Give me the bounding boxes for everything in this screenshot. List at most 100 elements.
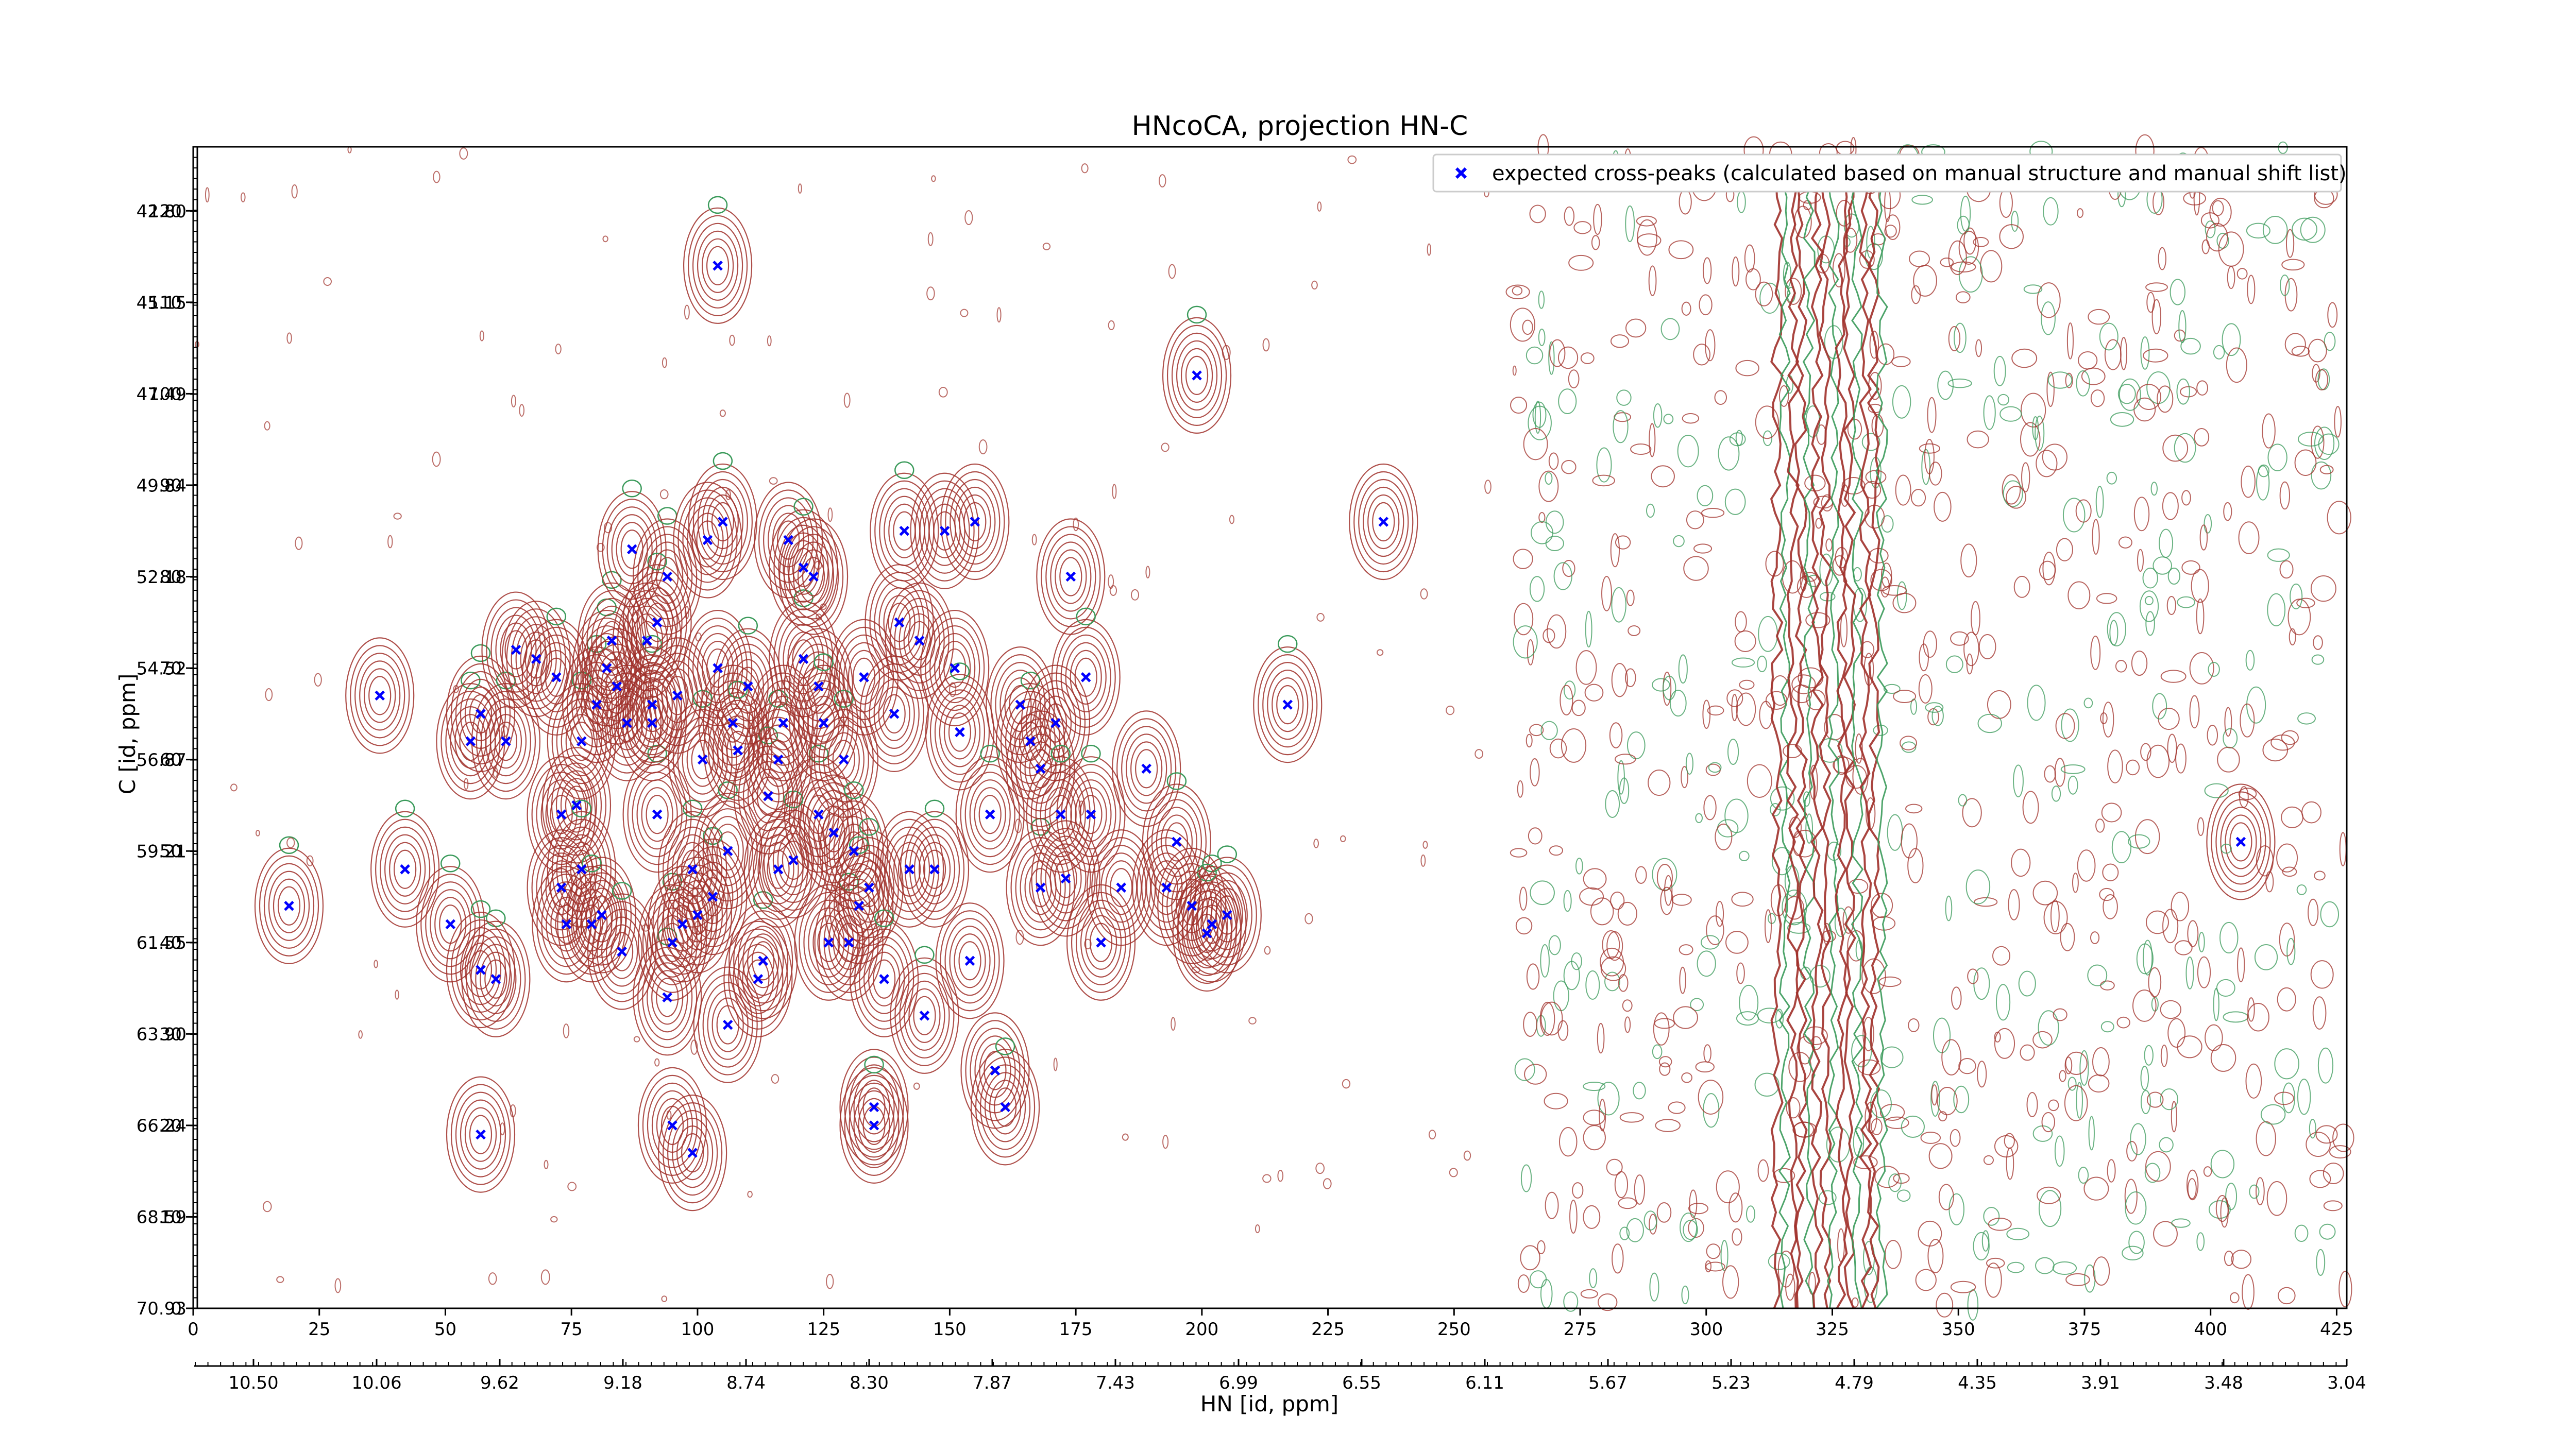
noise-contour — [2004, 1133, 2015, 1149]
noise-contour — [1734, 630, 1756, 652]
positive-contour — [824, 800, 884, 902]
positive-contour — [1059, 557, 1082, 596]
positive-contour — [663, 857, 733, 974]
noise-contour — [2210, 1044, 2236, 1072]
cross-peak-marker — [511, 644, 521, 655]
positive-contour — [1039, 695, 1072, 750]
positive-contour — [1065, 642, 1107, 712]
noise-contour — [1660, 886, 1673, 915]
noise-contour — [1913, 265, 1937, 297]
noise-contour — [1693, 543, 1713, 554]
noise-contour — [1583, 1081, 1606, 1091]
noise-contour — [2189, 695, 2200, 729]
cross-peak-marker — [561, 919, 572, 930]
positive-contour — [1180, 348, 1213, 403]
cross-peak-marker — [647, 699, 657, 710]
positive-contour — [389, 842, 421, 897]
positive-contour — [1135, 749, 1158, 789]
noise-contour — [2247, 1002, 2269, 1032]
positive-contour — [701, 877, 724, 917]
cross-peak-marker — [727, 718, 738, 728]
noise-contour — [2065, 1273, 2090, 1286]
noise-contour — [641, 924, 650, 932]
noise-contour — [2042, 443, 2067, 471]
noise-contour — [1624, 668, 1636, 688]
cross-peak-marker — [864, 882, 874, 893]
positive-contour — [708, 699, 768, 801]
x-tick-label: 100 — [681, 1319, 714, 1340]
noise-contour — [2323, 1163, 2344, 1184]
noise-contour — [1277, 1169, 1284, 1182]
cross-peak-marker — [904, 864, 914, 875]
noise-contour — [1162, 1135, 1169, 1149]
noise-contour — [2310, 575, 2336, 602]
noise-contour — [1549, 339, 1566, 367]
noise-contour — [1510, 848, 1528, 858]
noise-contour — [2241, 465, 2256, 498]
positive-contour — [1049, 795, 1072, 834]
noise-contour — [2046, 371, 2055, 407]
x-tick-label: 0 — [188, 1319, 199, 1340]
positive-contour — [1026, 756, 1095, 873]
noise-contour — [1614, 1171, 1629, 1199]
noise-contour — [2212, 200, 2224, 216]
positive-contour — [990, 654, 1050, 756]
noise-contour — [1610, 533, 1620, 568]
noise-contour — [1583, 1205, 1601, 1229]
noise-contour — [2087, 964, 2108, 986]
positive-contour — [888, 834, 930, 904]
noise-contour — [2310, 960, 2334, 989]
noise-contour — [1538, 512, 1546, 523]
noise-contour — [2311, 461, 2332, 490]
noise-contour — [1585, 610, 1592, 648]
noise-contour — [1545, 472, 1553, 485]
noise-contour — [1668, 240, 1694, 260]
noise-contour — [1619, 777, 1630, 804]
positive-contour — [979, 1064, 1031, 1150]
positive-contour — [1045, 843, 1087, 914]
noise-contour — [2023, 284, 2043, 294]
positive-contour — [762, 842, 794, 897]
noise-contour — [2267, 548, 2290, 562]
noise-contour — [1911, 195, 1933, 205]
noise-contour — [2101, 803, 2122, 823]
noise-contour — [2317, 1047, 2334, 1084]
positive-contour — [1036, 828, 1096, 929]
noise-contour — [1973, 236, 1989, 247]
noise-contour — [1960, 543, 1977, 578]
positive-contour — [687, 505, 728, 575]
noise-contour — [1662, 675, 1676, 701]
noise-contour — [1673, 535, 1685, 548]
noise-contour — [1739, 984, 1759, 1021]
peak-contour-group — [925, 662, 995, 791]
noise-contour — [1529, 204, 1546, 224]
positive-contour — [571, 864, 632, 966]
positive-contour — [692, 223, 743, 309]
noise-contour — [1583, 1109, 1605, 1126]
noise-contour — [1994, 1031, 2001, 1043]
noise-contour — [1145, 566, 1150, 578]
positive-contour — [752, 941, 775, 981]
noise-contour — [1617, 760, 1625, 795]
noise-contour — [323, 277, 332, 286]
noise-contour — [2136, 943, 2154, 975]
x-ppm-tick-label: 3.04 — [2327, 1373, 2366, 1393]
noise-contour — [2125, 1191, 2147, 1225]
noise-contour — [1731, 694, 1738, 722]
cross-peak-marker — [1060, 873, 1071, 884]
positive-contour — [850, 920, 919, 1037]
positive-contour — [919, 488, 970, 574]
positive-contour — [682, 497, 733, 583]
positive-contour — [2206, 783, 2276, 900]
cross-peak-marker — [1201, 928, 1212, 938]
positive-contour — [698, 974, 758, 1076]
positive-contour — [1024, 741, 1057, 796]
positive-contour — [622, 564, 692, 681]
noise-contour — [2177, 1035, 2202, 1059]
positive-contour — [666, 897, 699, 952]
positive-contour — [1267, 670, 1309, 740]
noise-contour — [265, 688, 273, 702]
positive-contour — [1126, 733, 1167, 804]
noise-contour — [2286, 937, 2296, 965]
noise-contour — [2011, 211, 2019, 232]
